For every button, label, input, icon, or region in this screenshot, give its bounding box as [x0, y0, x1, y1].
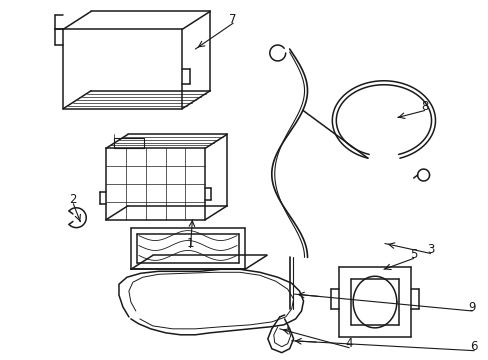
Text: 1: 1 — [186, 237, 194, 250]
Text: 3: 3 — [426, 243, 433, 256]
Bar — [114, 138, 143, 148]
Text: 4: 4 — [345, 337, 352, 350]
Text: 2: 2 — [69, 193, 77, 206]
Text: 8: 8 — [420, 100, 427, 113]
Text: 6: 6 — [469, 340, 477, 353]
Text: 9: 9 — [468, 301, 475, 314]
Text: 5: 5 — [409, 248, 417, 261]
Text: 7: 7 — [229, 13, 236, 26]
